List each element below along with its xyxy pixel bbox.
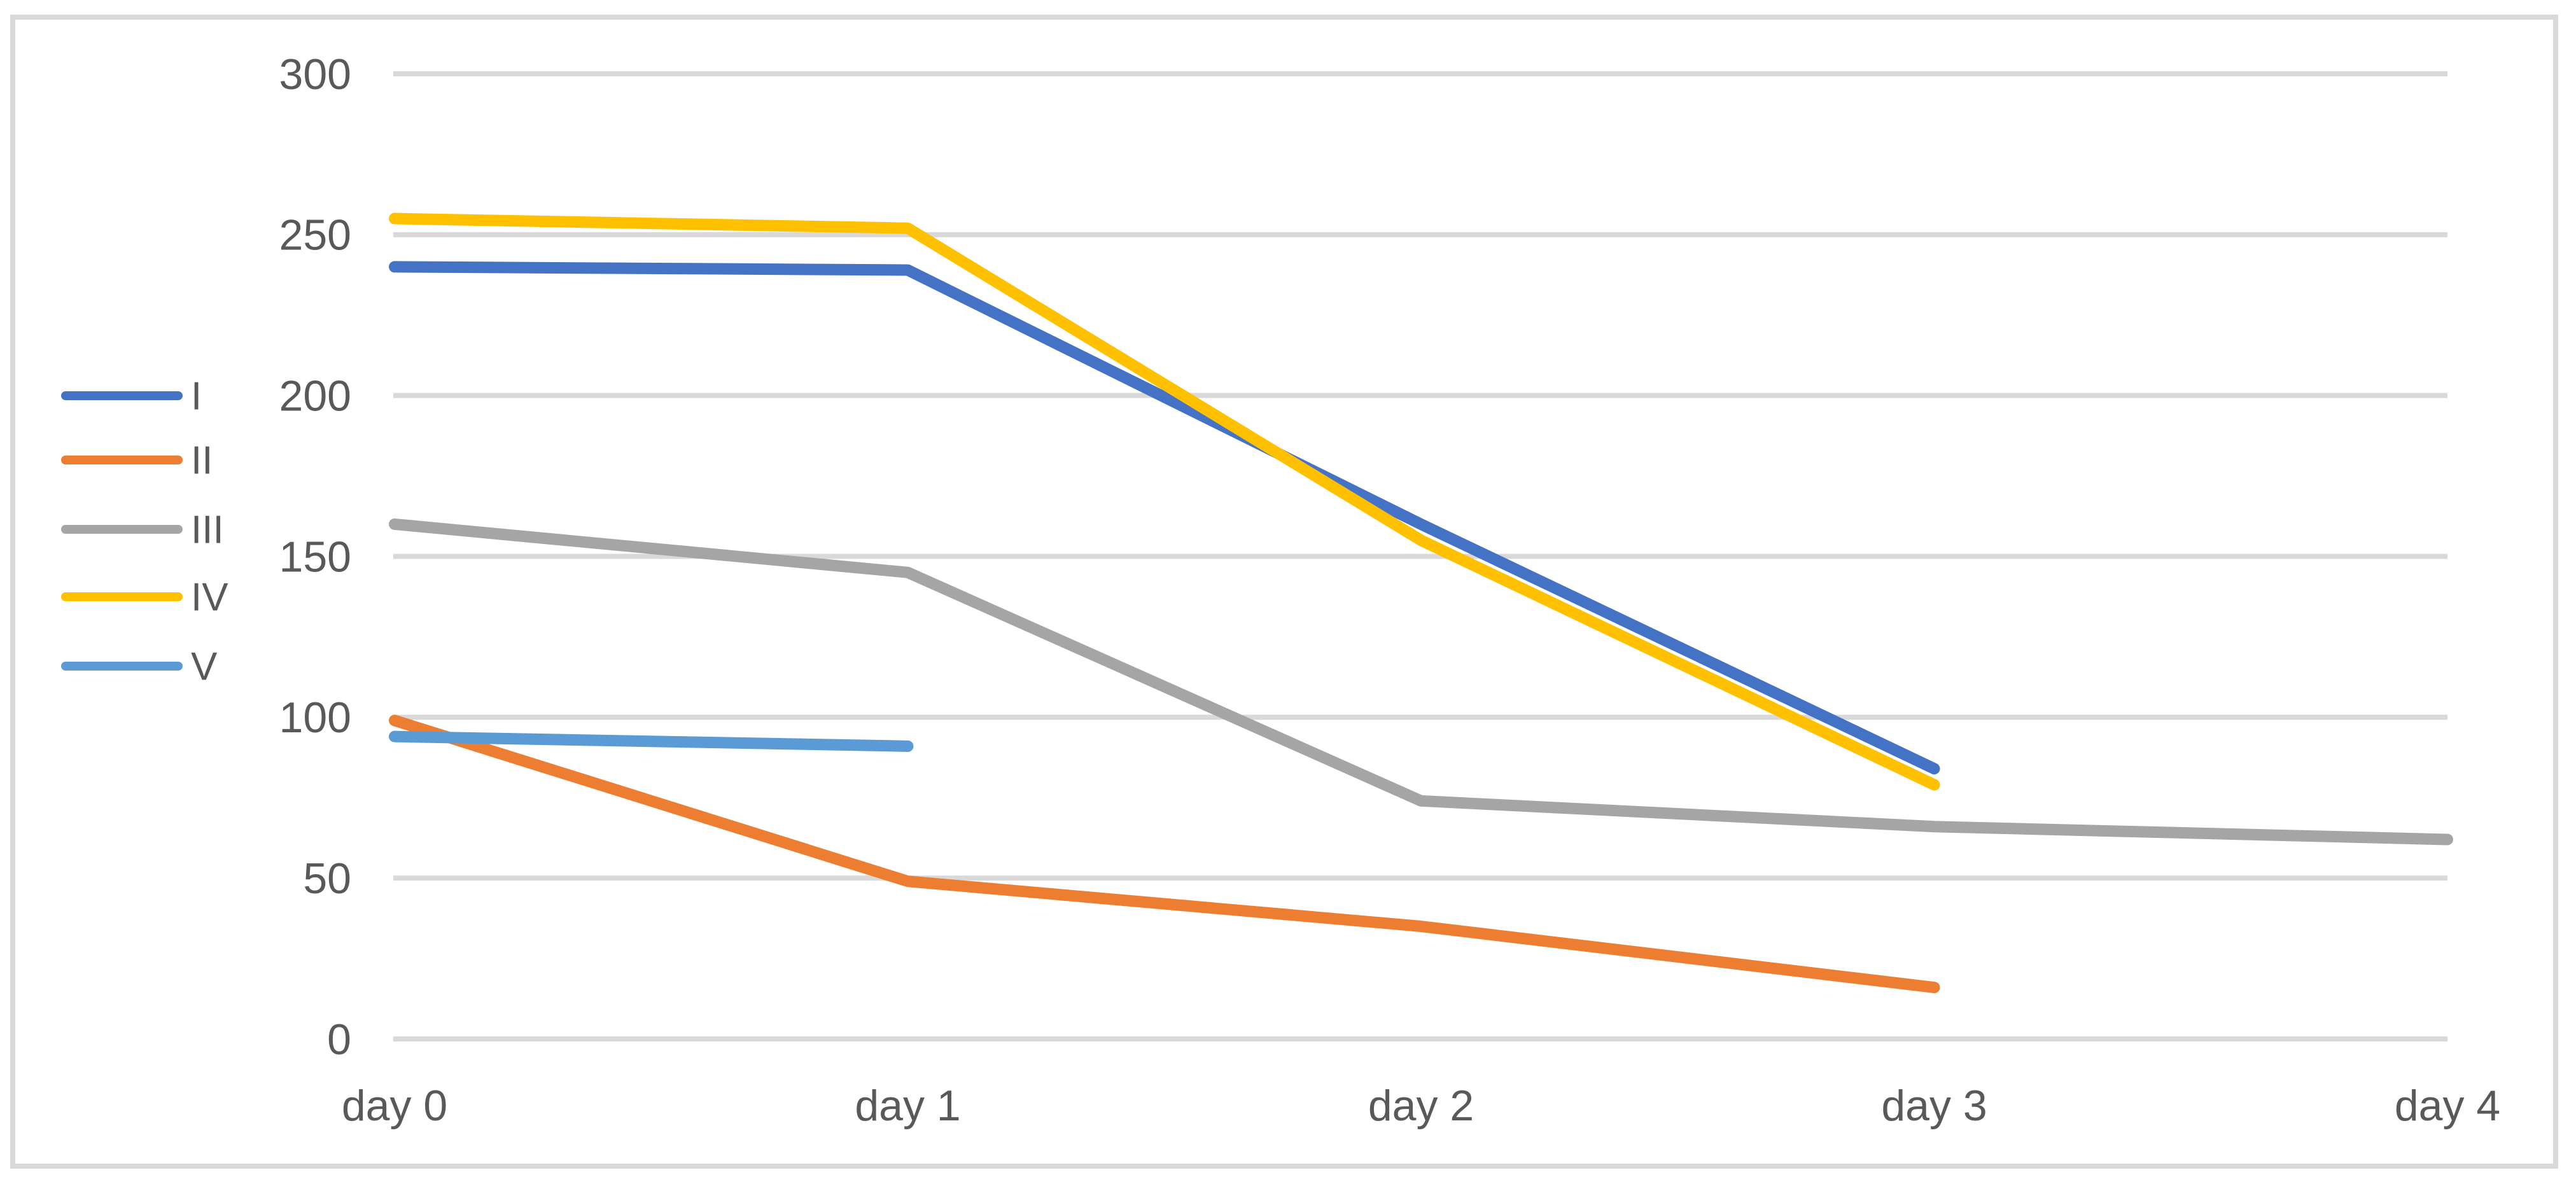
y-tick-label-50: 50 xyxy=(303,854,351,903)
x-tick-label-day-2: day 2 xyxy=(1368,1082,1474,1130)
x-tick-label-day-4: day 4 xyxy=(2395,1082,2500,1130)
legend-label-I: I xyxy=(191,375,202,419)
legend-label-IV: IV xyxy=(191,576,228,620)
series-line-V xyxy=(389,730,914,752)
y-tick-label-300: 300 xyxy=(279,50,351,99)
series-line-I xyxy=(389,261,1940,775)
y-tick-label-100: 100 xyxy=(279,693,351,742)
series-line-II xyxy=(389,714,1940,994)
legend-label-III: III xyxy=(191,508,224,552)
series-line-IV xyxy=(389,212,1940,791)
x-tick-label-day-1: day 1 xyxy=(855,1082,960,1130)
x-tick-label-day-3: day 3 xyxy=(1881,1082,1987,1130)
chart-border xyxy=(10,15,2558,1169)
y-tick-label-0: 0 xyxy=(327,1015,351,1064)
y-tick-label-150: 150 xyxy=(279,533,351,581)
series-line-III xyxy=(389,518,2453,846)
legend-label-II: II xyxy=(191,439,213,483)
y-tick-label-200: 200 xyxy=(279,372,351,420)
y-tick-label-250: 250 xyxy=(279,211,351,260)
x-tick-label-day-0: day 0 xyxy=(342,1082,447,1130)
legend-label-V: V xyxy=(191,645,218,689)
